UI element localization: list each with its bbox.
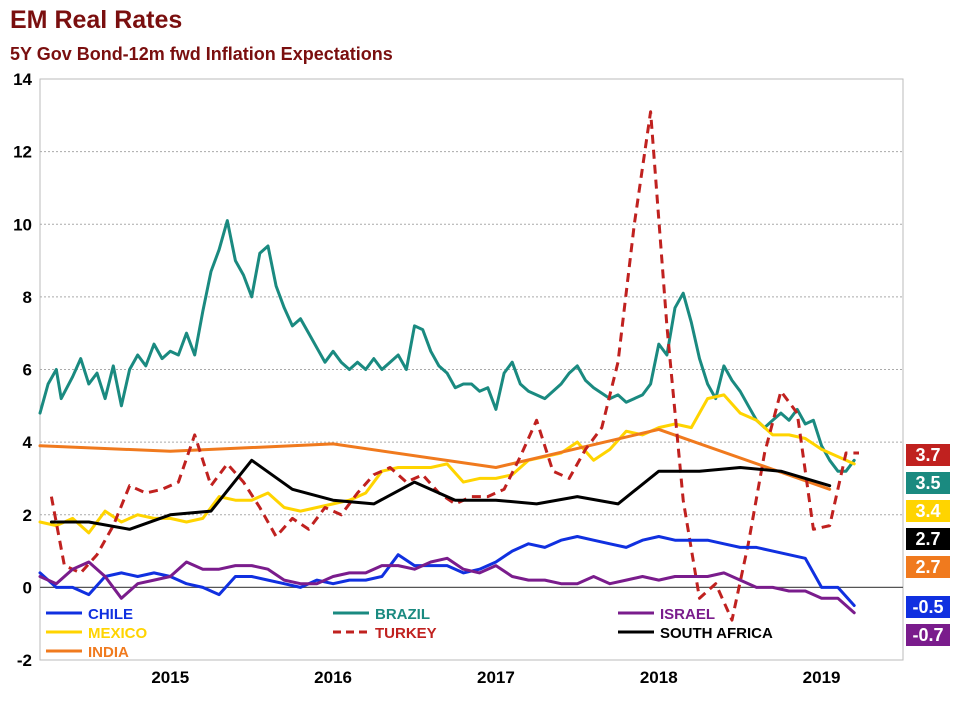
x-tick-label: 2015 — [151, 668, 189, 687]
y-tick-label: -2 — [17, 651, 32, 670]
y-tick-label: 6 — [23, 361, 32, 380]
end-value-badge: -0.5 — [906, 596, 950, 618]
end-value-badge: 2.7 — [906, 556, 950, 578]
legend-label: INDIA — [88, 644, 129, 661]
grid-layer — [39, 78, 904, 661]
x-tick-label: 2018 — [640, 668, 678, 687]
axis-layer: -2 0 2 4 6 8 10 12 14 2015 2016 2017 2018 2019 — [13, 70, 840, 687]
end-value-badge: 2.7 — [906, 528, 950, 550]
y-tick-label: 8 — [23, 288, 32, 307]
x-tick-label: 2017 — [477, 668, 515, 687]
series-line-chile — [38, 535, 856, 607]
series-line-israel — [38, 556, 856, 615]
series-line-brazil — [38, 219, 856, 473]
chart-title: EM Real Rates — [10, 6, 183, 34]
series-line-south-africa — [49, 458, 832, 531]
legend-label: BRAZIL — [375, 606, 430, 623]
y-tick-label: 12 — [13, 143, 32, 162]
y-tick-label: 10 — [13, 215, 32, 234]
legend-label: CHILE — [88, 606, 133, 623]
legend-label: MEXICO — [88, 625, 148, 642]
y-tick-label: 14 — [13, 70, 32, 89]
legend-layer: CHILE BRAZIL ISRAEL MEXICO TURKEY SOUTH AFRIC… — [46, 606, 773, 661]
x-tick-label: 2016 — [314, 668, 352, 687]
y-tick-label: 2 — [23, 506, 32, 525]
x-tick-label: 2019 — [803, 668, 841, 687]
series-line-mexico — [38, 393, 856, 535]
series-line-turkey — [49, 110, 859, 622]
legend-label: TURKEY — [375, 625, 437, 642]
legend-label: SOUTH AFRICA — [660, 625, 773, 642]
end-value-badge: 3.4 — [906, 500, 950, 522]
series-layer — [38, 110, 859, 622]
end-value-badge: -0.7 — [906, 624, 950, 646]
series-line-india — [38, 427, 832, 491]
chart-subtitle: 5Y Gov Bond-12m fwd Inflation Expectatio… — [10, 44, 393, 64]
y-tick-label: 4 — [23, 433, 33, 452]
y-tick-label: 0 — [23, 578, 32, 597]
legend-label: ISRAEL — [660, 606, 715, 623]
end-value-badge: 3.7 — [906, 444, 950, 466]
end-value-badge: 3.5 — [906, 472, 950, 494]
